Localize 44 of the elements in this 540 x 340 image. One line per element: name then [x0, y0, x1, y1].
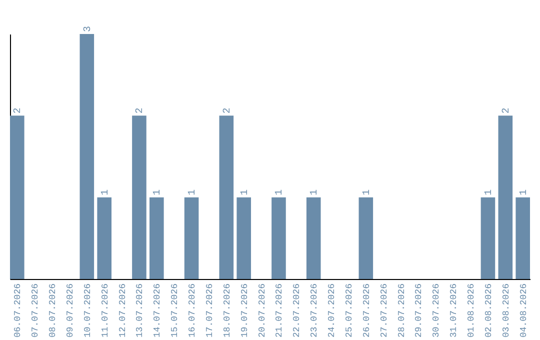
x-tick-label: 24.07.2026 [327, 284, 338, 338]
x-tick-label: 03.08.2026 [501, 284, 512, 338]
x-tick-label: 28.07.2026 [396, 284, 407, 338]
x-tick-label: 21.07.2026 [274, 284, 285, 338]
x-tick-label: 30.07.2026 [432, 284, 442, 338]
x-tick-label: 20.07.2026 [257, 284, 268, 338]
x-tick-label: 08.07.2026 [48, 284, 58, 338]
data-label: 1 [152, 189, 164, 196]
x-tick-label: 31.07.2026 [449, 284, 460, 338]
data-label: 1 [518, 189, 530, 196]
data-label: 1 [100, 189, 112, 196]
x-tick-label: 26.07.2026 [362, 284, 372, 338]
x-tick-label: 07.07.2026 [30, 284, 41, 338]
data-label: 1 [274, 189, 286, 196]
x-tick-label: 19.07.2026 [240, 284, 250, 338]
x-tick-label: 18.07.2026 [222, 284, 232, 338]
data-label: 1 [362, 189, 373, 196]
x-tick-label: 13.07.2026 [135, 284, 146, 338]
x-tick-label: 09.07.2026 [65, 284, 76, 338]
data-label: 2 [501, 108, 512, 114]
data-label: 2 [13, 108, 24, 114]
x-tick-label: 17.07.2026 [204, 284, 215, 338]
data-label: 1 [188, 189, 199, 196]
x-tick-label: 06.07.2026 [13, 284, 24, 338]
data-label: 2 [135, 108, 146, 114]
data-label: 3 [82, 26, 94, 32]
x-tick-label: 23.07.2026 [310, 284, 320, 338]
x-tick-label: 25.07.2026 [344, 284, 354, 338]
x-tick-label: 01.08.2026 [466, 284, 477, 338]
x-tick-label: 16.07.2026 [188, 284, 198, 338]
x-tick-label: 27.07.2026 [379, 284, 390, 338]
x-tick-label: 29.07.2026 [414, 284, 424, 338]
x-tick-label: 14.07.2026 [152, 284, 163, 338]
x-tick-label: 10.07.2026 [82, 284, 93, 338]
x-tick-label: 11.07.2026 [100, 284, 110, 338]
x-tick-label: 02.08.2026 [484, 284, 494, 338]
data-label: 1 [310, 189, 321, 196]
data-label: 1 [240, 189, 251, 196]
x-tick-label: 15.07.2026 [170, 284, 180, 338]
x-tick-label: 22.07.2026 [292, 284, 302, 338]
x-tick-label: 04.08.2026 [518, 284, 529, 338]
data-label: 2 [222, 108, 234, 114]
data-label: 1 [484, 189, 495, 196]
x-tick-label: 12.07.2026 [118, 284, 128, 338]
